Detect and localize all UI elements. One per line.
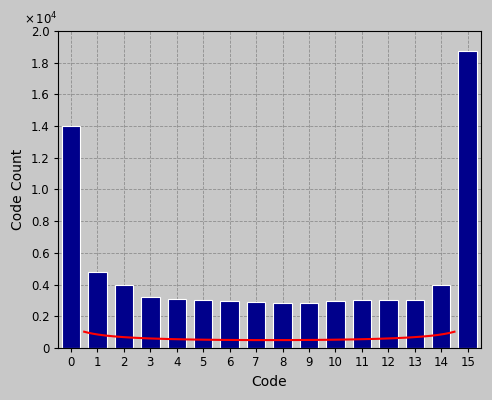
Bar	[405, 300, 424, 348]
Bar	[88, 272, 107, 348]
Bar	[353, 300, 371, 348]
Bar	[379, 300, 398, 348]
Bar	[326, 301, 345, 348]
Bar	[432, 285, 451, 348]
Text: $\times\,10^4$: $\times\,10^4$	[24, 11, 58, 28]
Y-axis label: Code Count: Code Count	[11, 149, 25, 230]
Bar	[115, 285, 133, 348]
Bar	[141, 297, 159, 348]
Bar	[220, 301, 239, 348]
Bar	[62, 126, 80, 348]
Bar	[459, 52, 477, 348]
Bar	[300, 303, 318, 348]
X-axis label: Code: Code	[251, 375, 287, 389]
Bar	[273, 303, 292, 348]
Bar	[167, 299, 186, 348]
Bar	[194, 300, 213, 348]
Bar	[247, 302, 265, 348]
